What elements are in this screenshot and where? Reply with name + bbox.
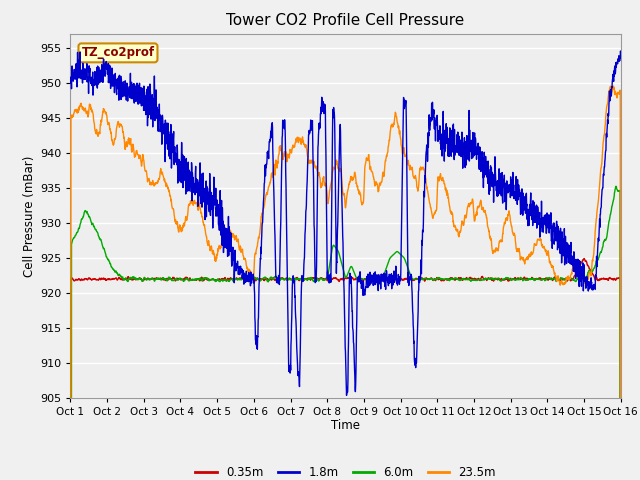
Title: Tower CO2 Profile Cell Pressure: Tower CO2 Profile Cell Pressure	[227, 13, 465, 28]
X-axis label: Time: Time	[331, 419, 360, 432]
Legend: 0.35m, 1.8m, 6.0m, 23.5m: 0.35m, 1.8m, 6.0m, 23.5m	[191, 461, 500, 480]
Y-axis label: Cell Pressure (mBar): Cell Pressure (mBar)	[23, 156, 36, 276]
Text: TZ_co2prof: TZ_co2prof	[81, 47, 154, 60]
